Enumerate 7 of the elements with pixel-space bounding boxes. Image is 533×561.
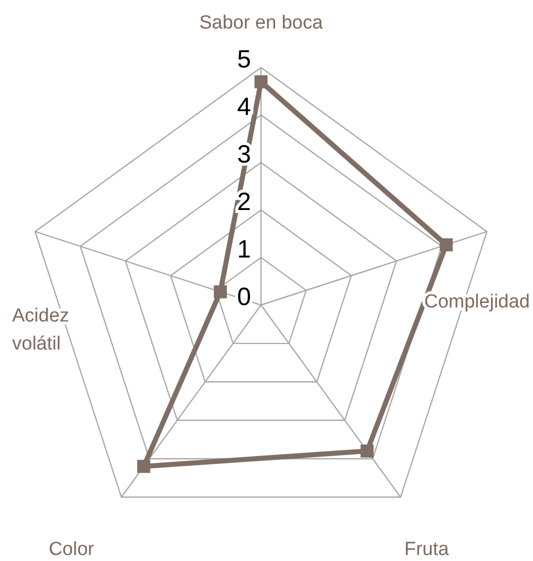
spoke-label: Color [48,539,95,560]
y-tick-label: 0 [237,283,251,311]
y-tick-label: 5 [237,46,251,74]
spoke-label: Sabor en boca [199,12,324,34]
y-tick-label: 1 [237,236,251,264]
y-tick-label: 4 [237,93,252,121]
spoke-label: Fruta [404,539,450,560]
